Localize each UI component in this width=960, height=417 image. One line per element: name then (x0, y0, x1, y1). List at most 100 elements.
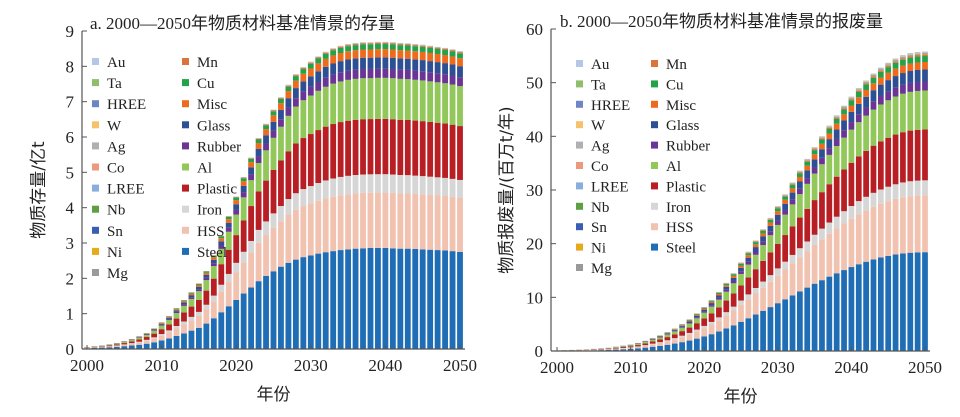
bar-iron-2046 (427, 176, 434, 195)
bar-cu-2026 (745, 253, 752, 256)
bar-steel-2020 (701, 336, 708, 351)
legend-label-steel: Steel (197, 245, 227, 261)
bar-glass-2034 (804, 170, 811, 179)
bar-mn-2044 (412, 45, 419, 47)
bar-mn-2029 (767, 219, 774, 220)
bar-cu-2013 (181, 300, 187, 302)
bar-hss-2026 (745, 299, 752, 319)
bar-glass-2050 (922, 69, 928, 82)
bar-rubber-2045 (885, 91, 892, 101)
bar-al-2019 (225, 231, 232, 250)
legend-label-sn: Sn (107, 224, 123, 240)
bar-steel-2022 (248, 287, 255, 349)
bar-al-2036 (352, 78, 359, 120)
bar-al-2005 (121, 342, 128, 344)
bar-cu-2044 (877, 71, 884, 78)
bar-glass-2032 (789, 192, 796, 200)
bar-glass-2035 (345, 59, 352, 71)
bar-glass-2043 (870, 90, 877, 102)
y-axis-label: 物质报废量/(百万t/年) (497, 106, 517, 273)
bar-plastic-2014 (657, 339, 663, 343)
bar-plastic-2048 (442, 123, 448, 178)
legend-swatch-au (92, 58, 99, 65)
bar-rubber-2042 (397, 69, 404, 79)
bar-hss-2050 (457, 197, 463, 252)
bar-steel-2045 (885, 255, 892, 351)
bar-hss-2015 (195, 315, 202, 328)
legend-swatch-sn (576, 223, 583, 231)
bar-rubber-2011 (166, 318, 172, 320)
bar-rubber-2022 (716, 297, 722, 300)
bar-steel-2025 (270, 271, 277, 349)
bar-rubber-2027 (752, 251, 759, 255)
bar-rubber-2031 (782, 209, 789, 215)
bar-plastic-2023 (255, 191, 262, 230)
bar-iron-2043 (870, 192, 877, 207)
legend-swatch-w (576, 121, 583, 129)
bar-al-2050 (922, 90, 928, 130)
legend-swatch-rubber (651, 141, 658, 149)
bar-steel-2027 (285, 262, 292, 349)
bar-hss-2030 (307, 203, 314, 256)
bar-cu-2031 (315, 58, 322, 64)
bar-iron-2018 (218, 284, 225, 292)
chart-title: a. 2000—2050年物质材料基准情景的存量 (90, 14, 395, 33)
bar-steel-2026 (745, 318, 752, 351)
bar-rubber-2037 (360, 68, 366, 79)
bar-iron-2029 (300, 189, 307, 207)
bar-cu-2027 (752, 242, 759, 245)
bar-plastic-2027 (285, 151, 292, 200)
bar-hss-2028 (292, 209, 299, 260)
bar-cu-2020 (701, 307, 708, 309)
bar-hss-2010 (158, 335, 165, 341)
bar-hss-2040 (382, 192, 389, 248)
bar-cu-2018 (218, 236, 225, 239)
bar-misc-2032 (322, 58, 329, 67)
bar-glass-2016 (671, 329, 678, 331)
bar-hss-2014 (188, 320, 195, 331)
bar-hss-2024 (730, 310, 737, 326)
bar-al-2046 (427, 81, 434, 122)
bar-plastic-2030 (774, 243, 781, 269)
bar-plastic-2002 (99, 346, 105, 347)
legend-label-misc: Misc (666, 98, 696, 114)
bar-steel-2035 (345, 249, 352, 349)
bar-al-2030 (774, 224, 781, 244)
bar-iron-2036 (352, 175, 359, 194)
bar-plastic-2033 (797, 217, 803, 249)
bar-mn-2046 (892, 61, 899, 63)
bar-mn-2039 (375, 43, 381, 45)
bar-iron-2029 (767, 275, 774, 282)
bar-plastic-2009 (151, 333, 158, 338)
bar-mn-2045 (419, 45, 426, 47)
bar-steel-2050 (922, 252, 928, 351)
bar-iron-2010 (158, 334, 165, 336)
bar-cu-2016 (203, 271, 210, 273)
bar-rubber-2026 (278, 119, 284, 127)
bar-rubber-2036 (352, 69, 359, 79)
bar-plastic-2044 (412, 120, 419, 176)
bar-cu-2033 (330, 50, 337, 56)
bar-rubber-2033 (797, 188, 803, 195)
bar-misc-2020 (233, 200, 240, 205)
bar-rubber-2032 (322, 77, 329, 87)
bar-misc-2023 (255, 143, 262, 149)
bar-misc-2042 (863, 89, 869, 97)
bar-iron-2034 (337, 176, 344, 196)
bar-steel-2004 (113, 346, 120, 349)
bar-plastic-2004 (113, 344, 120, 346)
bar-glass-2013 (649, 338, 656, 340)
bar-rubber-2027 (285, 107, 292, 116)
bar-cu-2017 (679, 324, 685, 326)
bar-steel-2040 (848, 267, 855, 351)
bar-steel-2018 (686, 340, 693, 351)
legend-label-au: Au (107, 55, 126, 71)
legend-label-hss: HSS (666, 220, 694, 236)
legend-label-co: Co (107, 161, 125, 177)
bar-al-2018 (686, 323, 693, 328)
bar-iron-2024 (730, 306, 737, 311)
y-axis-label: 物质存量/亿t (29, 141, 49, 239)
bar-plastic-2025 (738, 285, 744, 301)
bar-cu-2023 (255, 139, 262, 144)
bar-hss-2009 (151, 338, 158, 343)
